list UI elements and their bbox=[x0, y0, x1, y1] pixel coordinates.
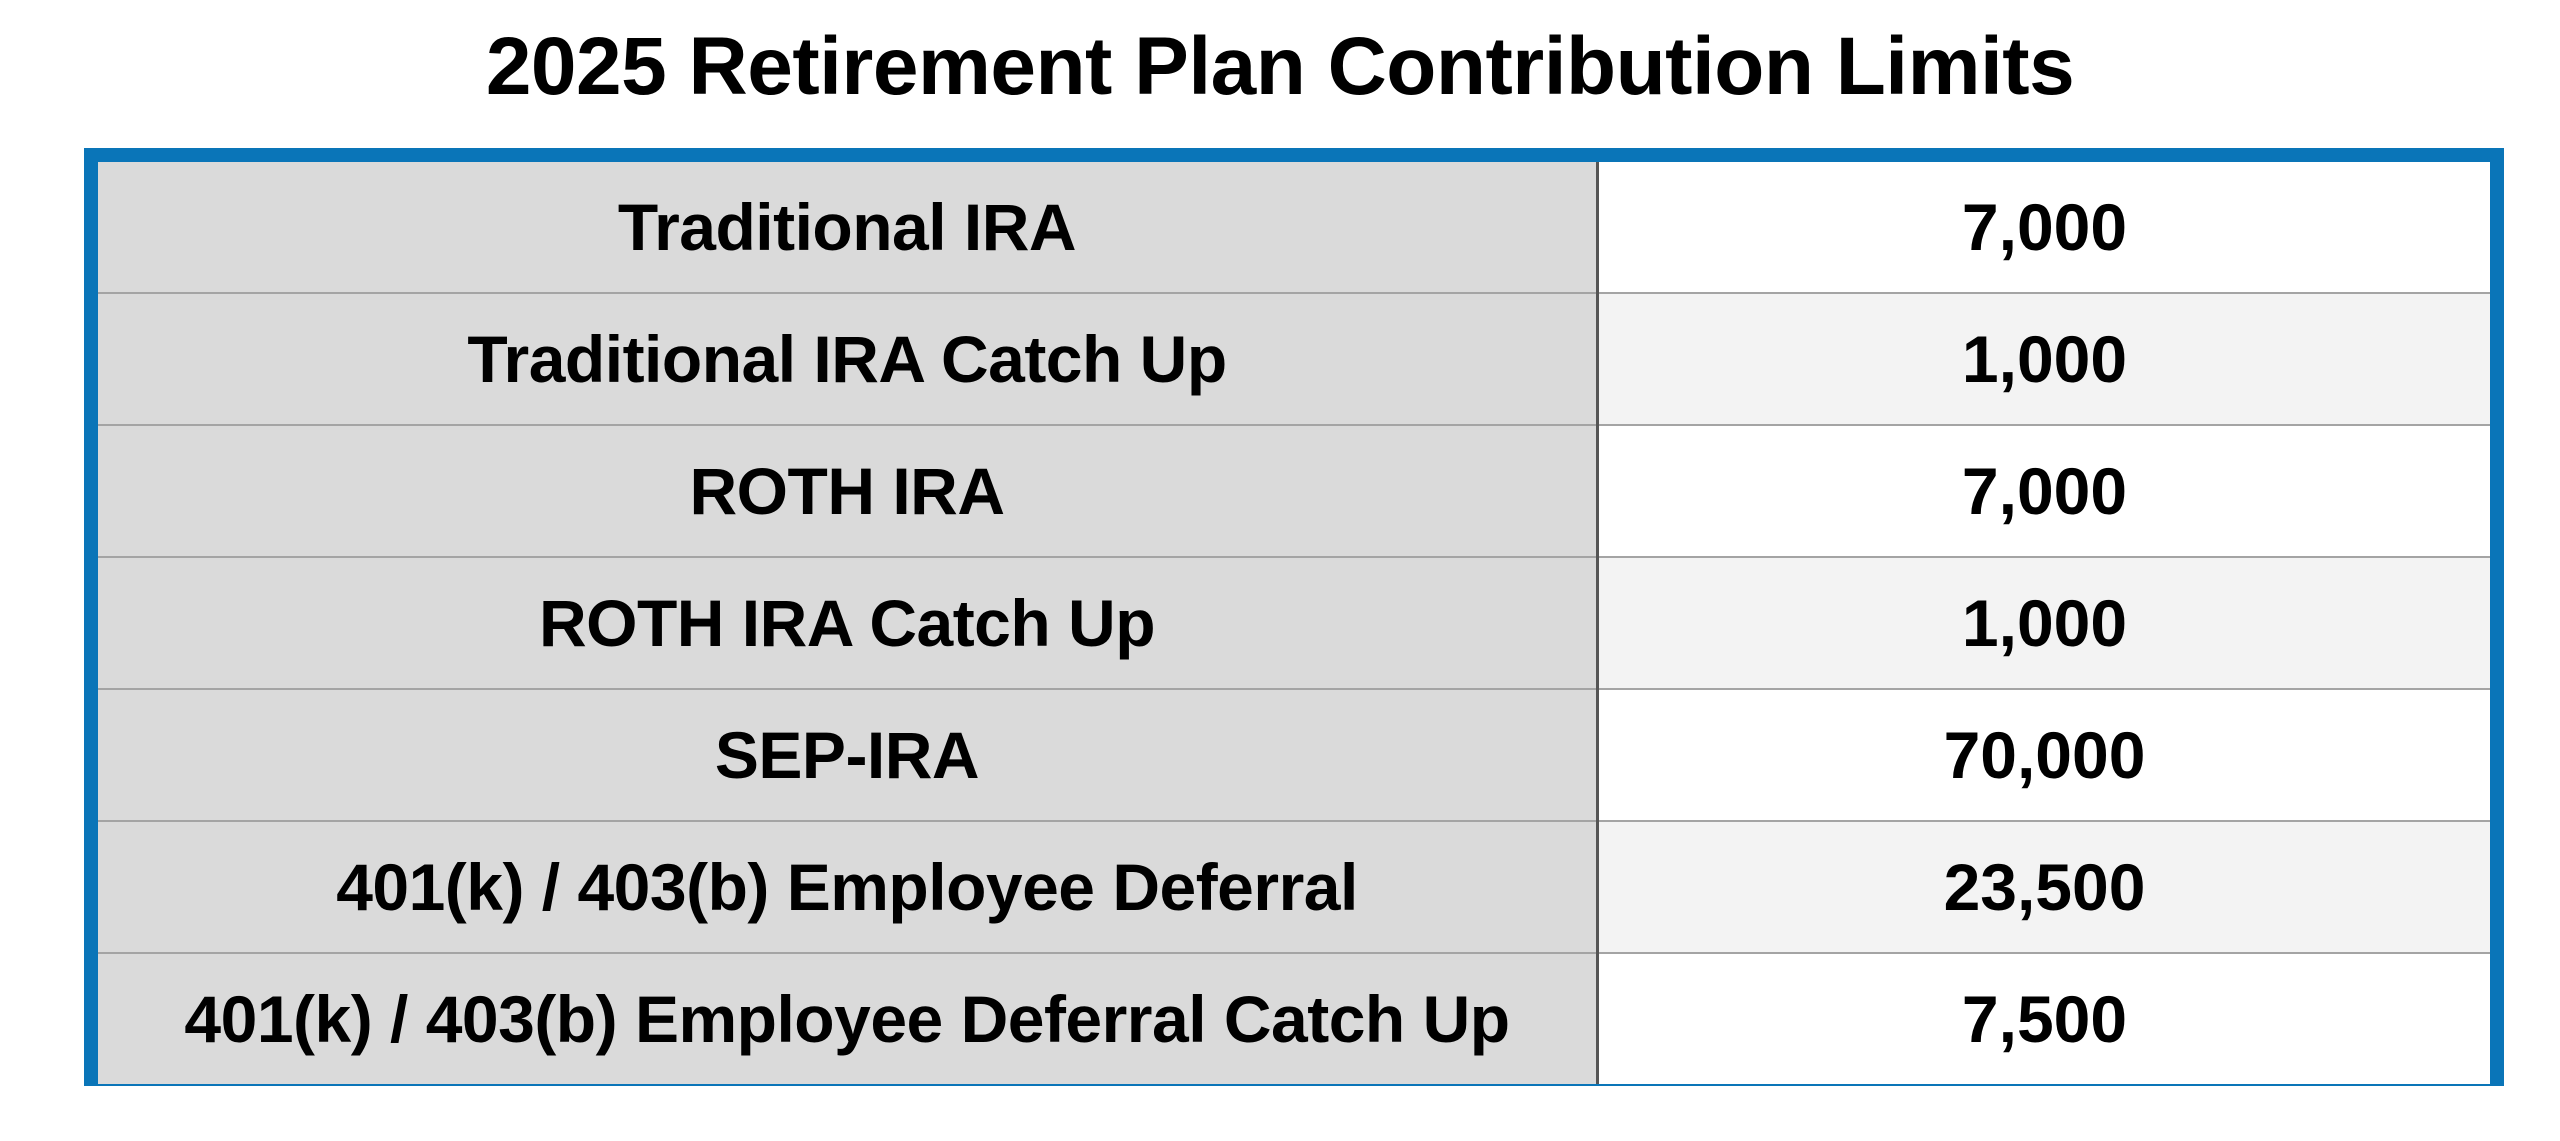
plan-name-cell: 401(k) / 403(b) Employee Deferral Catch … bbox=[98, 953, 1599, 1084]
limits-table: Traditional IRA 7,000 Traditional IRA Catc… bbox=[98, 162, 2490, 1084]
plan-name-cell: 401(k) / 403(b) Employee Deferral bbox=[98, 821, 1599, 954]
limit-value-cell: 1,000 bbox=[1597, 293, 2490, 426]
table-row: 401(k) / 403(b) Employee Deferral Catch … bbox=[98, 953, 2490, 1084]
plan-name-cell: ROTH IRA bbox=[98, 425, 1599, 558]
limits-table-frame: Traditional IRA 7,000 Traditional IRA Catc… bbox=[84, 148, 2504, 1086]
table-row: 401(k) / 403(b) Employee Deferral 23,500 bbox=[98, 821, 2490, 954]
table-row: Traditional IRA Catch Up 1,000 bbox=[98, 293, 2490, 426]
limit-value-cell: 70,000 bbox=[1597, 689, 2490, 822]
limit-value-cell: 1,000 bbox=[1597, 557, 2490, 690]
limits-table-body: Traditional IRA 7,000 Traditional IRA Catc… bbox=[98, 162, 2490, 1084]
table-row: Traditional IRA 7,000 bbox=[98, 162, 2490, 294]
limit-value-cell: 7,500 bbox=[1597, 953, 2490, 1084]
plan-name-cell: Traditional IRA Catch Up bbox=[98, 293, 1599, 426]
plan-name-cell: SEP-IRA bbox=[98, 689, 1599, 822]
table-row: ROTH IRA Catch Up 1,000 bbox=[98, 557, 2490, 690]
table-row: SEP-IRA 70,000 bbox=[98, 689, 2490, 822]
limit-value-cell: 23,500 bbox=[1597, 821, 2490, 954]
limit-value-cell: 7,000 bbox=[1597, 425, 2490, 558]
chart-title: 2025 Retirement Plan Contribution Limits bbox=[485, 21, 2075, 112]
plan-name-cell: Traditional IRA bbox=[98, 162, 1599, 294]
table-row: ROTH IRA 7,000 bbox=[98, 425, 2490, 558]
limit-value-cell: 7,000 bbox=[1597, 162, 2490, 294]
plan-name-cell: ROTH IRA Catch Up bbox=[98, 557, 1599, 690]
